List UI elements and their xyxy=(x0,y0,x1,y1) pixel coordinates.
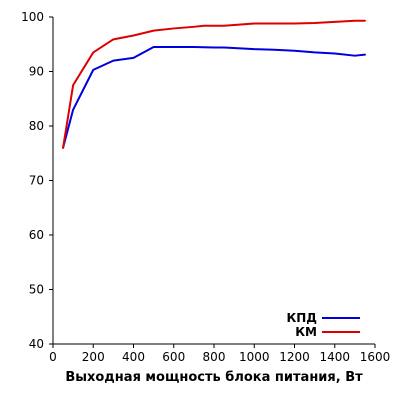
x-tick-label: 600 xyxy=(162,350,185,364)
x-tick-label: 800 xyxy=(203,350,226,364)
y-tick-label: 60 xyxy=(29,228,44,242)
series-line-km xyxy=(62,19,366,149)
y-tick-label: 90 xyxy=(29,65,44,79)
series-layer xyxy=(62,19,366,149)
y-tick-label: 80 xyxy=(29,119,44,133)
legend-label: КМ xyxy=(295,325,317,339)
x-tick-label: 1600 xyxy=(360,350,391,364)
series-line-kpd xyxy=(62,45,366,149)
x-tick-label: 1400 xyxy=(319,350,350,364)
x-tick-label: 200 xyxy=(82,350,105,364)
y-tick-label: 100 xyxy=(21,10,44,24)
y-tick-label: 50 xyxy=(29,283,44,297)
legend-label: КПД xyxy=(286,311,317,325)
axes: 0 200 400 600 800 1000 1200 1400 1600 40 50 60 70 80 9… xyxy=(21,10,390,364)
x-axis-title: Выходная мощность блока питания, Вт xyxy=(65,370,363,385)
x-tick-label: 0 xyxy=(49,350,57,364)
x-tick-label: 1200 xyxy=(279,350,310,364)
x-tick-label: 1000 xyxy=(239,350,270,364)
x-tick-label: 400 xyxy=(122,350,145,364)
y-tick-label: 40 xyxy=(29,337,44,351)
y-tick-label: 70 xyxy=(29,174,44,188)
